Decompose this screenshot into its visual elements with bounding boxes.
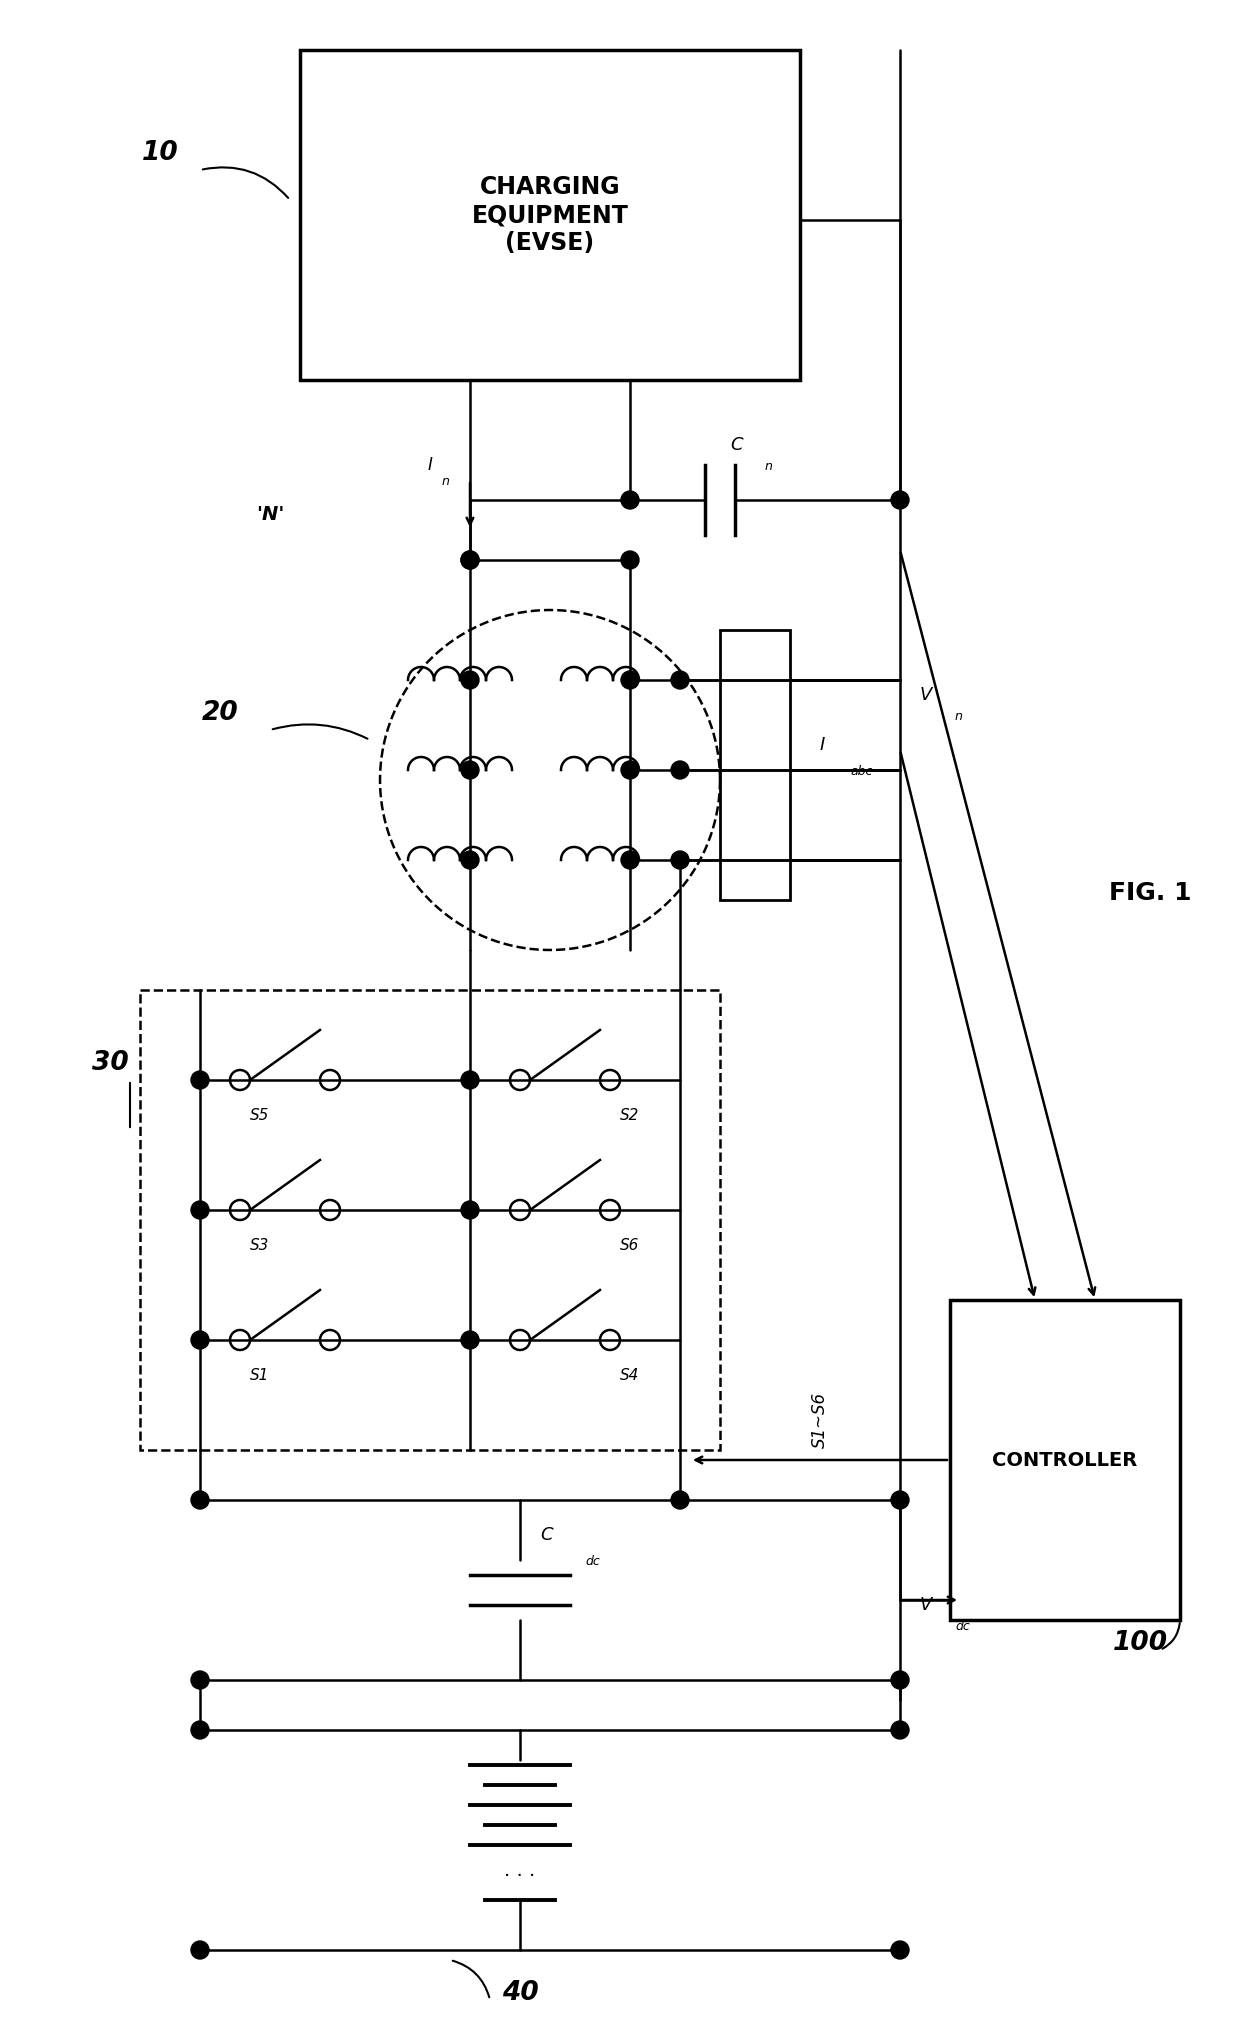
Circle shape (671, 670, 689, 689)
Text: V: V (920, 686, 932, 705)
Circle shape (892, 1670, 909, 1689)
Text: n: n (955, 711, 963, 723)
Circle shape (621, 851, 639, 870)
Text: CONTROLLER: CONTROLLER (992, 1450, 1137, 1469)
Circle shape (621, 550, 639, 568)
Circle shape (621, 491, 639, 509)
Bar (300, 51, 800, 381)
Text: S5: S5 (250, 1108, 269, 1122)
Text: FIG. 1: FIG. 1 (1109, 880, 1192, 904)
Text: V: V (920, 1597, 932, 1613)
Circle shape (671, 1491, 689, 1509)
Circle shape (191, 1071, 210, 1090)
Text: C: C (539, 1526, 553, 1544)
Circle shape (461, 762, 479, 778)
Text: S2: S2 (620, 1108, 640, 1122)
Text: S4: S4 (620, 1369, 640, 1383)
Circle shape (671, 851, 689, 870)
Circle shape (191, 1721, 210, 1740)
Circle shape (191, 1330, 210, 1348)
Circle shape (892, 1491, 909, 1509)
Circle shape (461, 1071, 479, 1090)
Circle shape (892, 1721, 909, 1740)
Circle shape (892, 1941, 909, 1960)
Text: I: I (428, 456, 433, 475)
Text: S6: S6 (620, 1238, 640, 1253)
Circle shape (191, 1491, 210, 1509)
Text: abc: abc (849, 766, 873, 778)
Circle shape (191, 1670, 210, 1689)
Bar (140, 990, 720, 1450)
Text: 30: 30 (92, 1049, 129, 1076)
Text: C: C (730, 436, 743, 454)
Text: 100: 100 (1112, 1630, 1168, 1656)
Circle shape (621, 670, 639, 689)
Text: I: I (820, 735, 826, 754)
Text: . . .: . . . (505, 1860, 536, 1880)
Text: 10: 10 (141, 141, 179, 165)
Circle shape (621, 762, 639, 778)
Circle shape (461, 550, 479, 568)
Text: n: n (441, 475, 449, 489)
Text: S1~S6: S1~S6 (811, 1391, 830, 1448)
Bar (950, 1300, 1180, 1619)
Text: dc: dc (955, 1619, 970, 1634)
Text: CHARGING
EQUIPMENT
(EVSE): CHARGING EQUIPMENT (EVSE) (471, 175, 629, 255)
Circle shape (461, 670, 479, 689)
Text: S3: S3 (250, 1238, 269, 1253)
Circle shape (191, 1202, 210, 1218)
Circle shape (461, 851, 479, 870)
Circle shape (671, 762, 689, 778)
Text: n: n (765, 460, 773, 473)
Circle shape (461, 550, 479, 568)
Text: 'N': 'N' (255, 505, 284, 524)
Circle shape (461, 1202, 479, 1218)
Text: S1: S1 (250, 1369, 269, 1383)
Circle shape (892, 491, 909, 509)
Bar (720, 629, 790, 900)
Text: 20: 20 (202, 701, 238, 725)
Text: dc: dc (585, 1554, 600, 1568)
Circle shape (191, 1941, 210, 1960)
Circle shape (461, 1330, 479, 1348)
Text: 40: 40 (502, 1980, 538, 2006)
